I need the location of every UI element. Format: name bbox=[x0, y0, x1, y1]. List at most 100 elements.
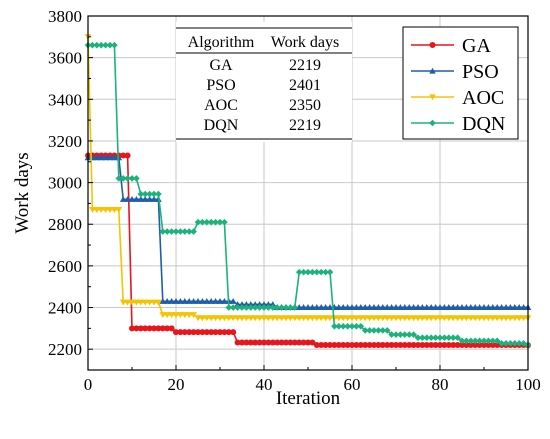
data-point-dqn bbox=[168, 228, 175, 235]
series-layer bbox=[84, 34, 532, 349]
data-point-pso bbox=[432, 304, 439, 310]
y-tick-label: 2800 bbox=[48, 215, 82, 234]
data-point-dqn bbox=[265, 304, 272, 311]
data-point-pso bbox=[449, 304, 457, 310]
data-point-aoc bbox=[291, 315, 299, 322]
data-point-dqn bbox=[278, 304, 285, 311]
data-point-pso bbox=[335, 304, 343, 310]
data-point-dqn bbox=[498, 340, 505, 347]
data-point-pso bbox=[141, 195, 149, 202]
data-point-pso bbox=[247, 301, 255, 308]
data-point-dqn bbox=[159, 228, 167, 235]
data-point-pso bbox=[111, 154, 118, 161]
data-point-aoc bbox=[313, 315, 321, 322]
data-point-dqn bbox=[260, 304, 268, 311]
series-aoc bbox=[84, 34, 532, 322]
data-point-pso bbox=[317, 304, 325, 310]
data-point-ga bbox=[120, 152, 127, 159]
data-point-aoc bbox=[348, 315, 356, 322]
axis-ticks: 0 20 40 60 80 100 2200 2400 2600 2800 3000 3200 3400… bbox=[48, 7, 541, 394]
data-point-ga bbox=[454, 342, 461, 349]
data-point-pso bbox=[234, 301, 241, 308]
data-point-dqn bbox=[282, 304, 290, 311]
data-point-aoc bbox=[485, 315, 492, 322]
data-point-pso bbox=[251, 301, 259, 308]
data-point-pso bbox=[353, 304, 360, 310]
data-point-aoc bbox=[243, 315, 250, 322]
data-point-ga bbox=[353, 342, 360, 349]
series-dqn bbox=[84, 41, 532, 349]
data-point-pso bbox=[375, 304, 382, 310]
data-point-ga bbox=[476, 342, 483, 349]
data-point-pso bbox=[265, 301, 272, 308]
data-point-aoc bbox=[322, 315, 329, 322]
data-point-dqn bbox=[190, 228, 197, 235]
data-point-aoc bbox=[119, 299, 127, 306]
data-point-ga bbox=[124, 152, 131, 159]
data-point-aoc bbox=[155, 299, 162, 306]
data-point-pso bbox=[243, 301, 250, 308]
data-point-pso bbox=[300, 304, 307, 310]
data-point-aoc bbox=[436, 315, 444, 322]
data-point-pso bbox=[256, 301, 263, 308]
data-point-pso bbox=[502, 304, 510, 310]
legend-marker-pso bbox=[429, 67, 436, 74]
table-cell-algorithm: AOC bbox=[204, 97, 238, 114]
data-point-aoc bbox=[366, 315, 373, 322]
data-point-aoc bbox=[515, 315, 523, 322]
data-point-pso bbox=[344, 304, 351, 310]
data-point-dqn bbox=[141, 190, 149, 198]
data-point-pso bbox=[507, 304, 514, 310]
data-point-dqn bbox=[238, 304, 246, 311]
data-point-aoc bbox=[361, 315, 369, 322]
data-point-ga bbox=[221, 329, 228, 336]
data-point-aoc bbox=[185, 312, 193, 319]
data-point-aoc bbox=[392, 315, 400, 322]
legend-label-dqn: DQN bbox=[462, 113, 505, 135]
data-point-ga bbox=[265, 339, 272, 346]
data-point-dqn bbox=[476, 337, 483, 345]
data-point-aoc bbox=[463, 315, 470, 322]
data-point-ga bbox=[133, 325, 140, 332]
data-point-dqn bbox=[322, 268, 329, 276]
data-point-ga bbox=[459, 342, 465, 349]
data-point-dqn bbox=[480, 337, 488, 345]
data-point-ga bbox=[146, 325, 153, 332]
data-point-dqn bbox=[335, 322, 343, 330]
data-point-dqn bbox=[471, 337, 479, 345]
data-point-dqn bbox=[441, 334, 448, 342]
data-point-dqn bbox=[309, 268, 316, 276]
data-point-dqn bbox=[163, 228, 171, 235]
data-point-dqn bbox=[405, 331, 413, 338]
data-point-dqn bbox=[102, 41, 109, 49]
data-point-pso bbox=[357, 304, 365, 310]
y-tick-label: 3000 bbox=[48, 174, 82, 193]
y-axis-title: Work days bbox=[12, 152, 33, 233]
data-point-ga bbox=[181, 329, 188, 336]
x-tick-label: 0 bbox=[84, 375, 93, 394]
data-point-aoc bbox=[93, 207, 101, 213]
data-point-dqn bbox=[344, 322, 351, 330]
data-point-pso bbox=[414, 304, 422, 310]
data-point-dqn bbox=[256, 304, 263, 311]
data-point-ga bbox=[489, 342, 496, 349]
data-point-aoc bbox=[405, 315, 413, 322]
data-point-ga bbox=[450, 342, 457, 349]
data-point-ga bbox=[151, 325, 157, 332]
data-point-dqn bbox=[427, 334, 435, 342]
data-point-aoc bbox=[401, 315, 409, 322]
data-point-aoc bbox=[168, 312, 175, 319]
data-point-aoc bbox=[128, 299, 136, 306]
data-point-pso bbox=[410, 304, 417, 310]
data-point-dqn bbox=[419, 334, 426, 342]
data-point-pso bbox=[441, 304, 448, 310]
data-point-dqn bbox=[449, 334, 457, 342]
data-point-ga bbox=[186, 329, 193, 336]
data-point-aoc bbox=[375, 315, 382, 322]
data-point-aoc bbox=[150, 299, 158, 306]
data-point-pso bbox=[370, 304, 378, 310]
x-axis-title: Iteration bbox=[276, 388, 341, 409]
data-point-dqn bbox=[304, 268, 312, 276]
data-point-pso bbox=[309, 304, 316, 310]
data-point-pso bbox=[216, 297, 224, 304]
